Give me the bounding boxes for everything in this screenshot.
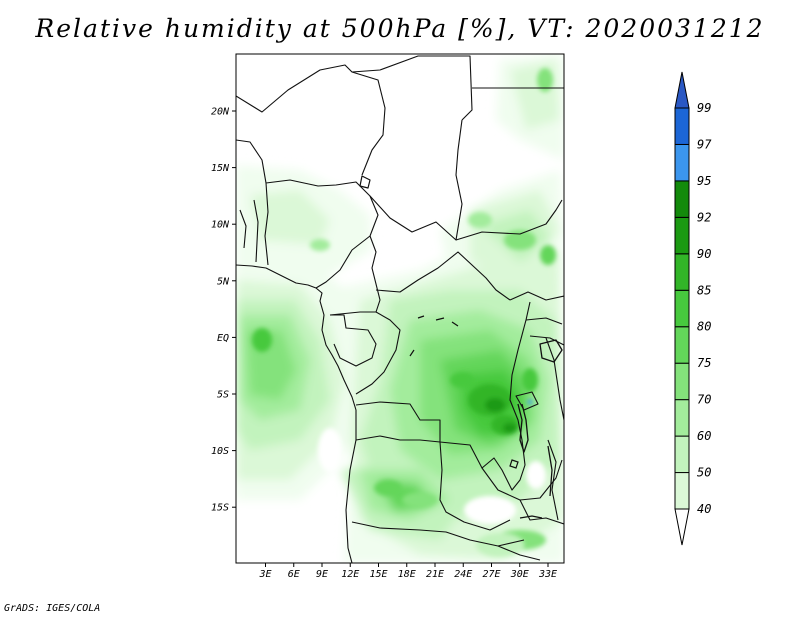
border-sudan	[455, 199, 563, 241]
border-angola	[355, 435, 511, 531]
border-zimbabwe	[519, 499, 564, 525]
colorbar-label: 97	[697, 137, 712, 151]
colorbar-band	[674, 362, 690, 401]
border-libya-chad	[351, 55, 473, 121]
lat-tick-label: EQ	[217, 333, 229, 344]
lon-tick-label: 33E	[538, 569, 557, 580]
colorbar-label: 99	[697, 101, 711, 115]
colorbar-band	[674, 435, 690, 474]
border-car	[375, 251, 511, 301]
lon-tick-label: 6E	[288, 569, 300, 580]
border-malawi	[547, 439, 559, 521]
colorbar-label: 92	[697, 210, 711, 224]
border-zambia	[481, 459, 563, 501]
colorbar-low-end	[674, 508, 690, 546]
lake-tanganyika	[517, 403, 529, 453]
lat-tick-label: 15N	[211, 163, 230, 174]
colorbar-band	[674, 289, 690, 328]
border-tanzania	[545, 337, 564, 421]
colorbar-label: 50	[697, 466, 711, 480]
border-drc	[355, 301, 531, 491]
map-frame	[235, 53, 565, 564]
border-gabon	[330, 314, 377, 367]
lon-tick-label: 3E	[258, 569, 271, 580]
colorbar-band	[674, 326, 690, 364]
map-title: Relative humidity at 500hPa [%], VT: 202…	[35, 14, 765, 43]
lon-tick-label: 18E	[398, 569, 416, 580]
colorbar-label: 60	[697, 429, 711, 443]
lon-tick-label: 15E	[369, 569, 387, 580]
border-benin-togo	[239, 199, 259, 263]
lat-tick-label: 15S	[211, 503, 229, 514]
colorbar-band	[674, 472, 690, 510]
lon-tick-label: 12E	[341, 569, 359, 580]
latitude-axis: 20N 15N 10N 5N EQ 5S 10S 15S	[211, 107, 236, 514]
lat-tick-label: 5N	[217, 276, 230, 287]
lat-tick-label: 20N	[211, 107, 230, 118]
colorbar-label: 85	[697, 283, 711, 297]
lake-victoria	[539, 339, 563, 363]
colorbar-high-end	[674, 71, 690, 109]
colorbar-band	[674, 143, 690, 182]
colorbar-label: 95	[697, 174, 711, 188]
lon-tick-label: 27E	[482, 569, 500, 580]
inland-water-outlines	[409, 315, 543, 519]
colorbar-label: 80	[697, 320, 711, 334]
colorbar-band	[674, 216, 690, 255]
colorbar-band	[674, 399, 690, 437]
border-south-sudan	[509, 291, 564, 301]
colorbar-label: 40	[697, 502, 711, 516]
border-cameroon	[329, 235, 381, 316]
lat-tick-label: 10N	[211, 220, 230, 231]
country-borders	[236, 55, 564, 563]
lon-tick-label: 9E	[316, 569, 328, 580]
colorbar-label: 70	[697, 393, 711, 407]
humidity-field	[236, 54, 564, 563]
lake-chad	[359, 175, 371, 189]
colorbar-label: 90	[697, 247, 711, 261]
colorbar-band	[674, 253, 690, 291]
lon-tick-label: 30E	[510, 569, 529, 580]
colorbar: 40 50 60 70 75 80 85 90 92 95 97 99	[674, 71, 712, 546]
border-mali-niger	[236, 139, 267, 184]
colorbar-label: 75	[697, 356, 711, 370]
lon-tick-label: 21E	[426, 569, 444, 580]
colorbar-band	[674, 107, 690, 145]
longitude-axis: 3E 6E 9E 12E 15E 18E 21E 24E 27E 30E 33E	[258, 563, 557, 580]
border-rwanda	[515, 391, 539, 411]
border-botswana	[497, 545, 541, 561]
lat-tick-label: 5S	[217, 390, 229, 401]
lake-malawi	[547, 445, 553, 497]
border-nigeria	[264, 179, 379, 289]
credit-label: GrADS: IGES/COLA	[4, 603, 101, 614]
border-uganda	[525, 317, 564, 346]
coastline	[236, 264, 357, 563]
border-congo	[355, 311, 401, 395]
colorbar-band	[674, 180, 690, 218]
lat-tick-label: 10S	[211, 446, 229, 457]
lon-tick-label: 24E	[454, 569, 472, 580]
